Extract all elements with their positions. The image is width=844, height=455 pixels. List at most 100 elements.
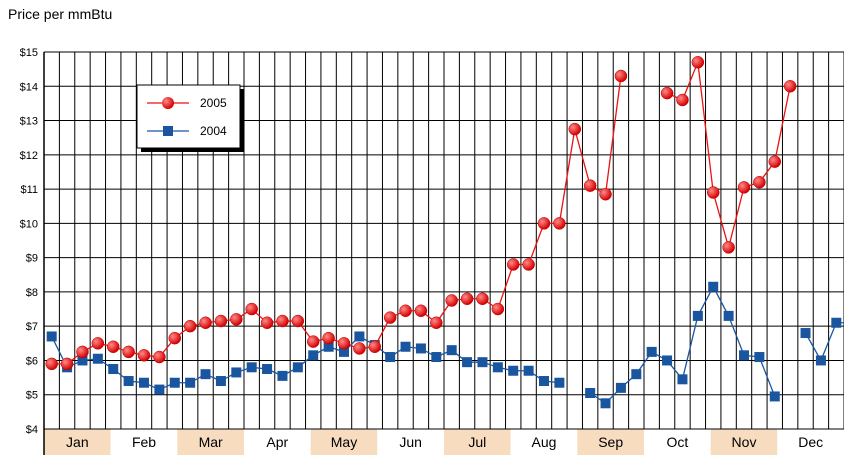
data-point-2004 <box>462 357 473 368</box>
series-2005 <box>45 56 797 371</box>
data-point-2005 <box>553 217 566 230</box>
data-point-2005 <box>45 357 58 371</box>
month-band <box>177 429 244 455</box>
x-month-label: Aug <box>532 434 557 450</box>
data-point-2004 <box>108 364 119 375</box>
data-point-2004 <box>277 370 288 381</box>
data-point-2005 <box>522 258 535 271</box>
data-point-2005 <box>583 179 597 192</box>
data-point-2004 <box>600 398 611 409</box>
data-point-2005 <box>153 350 166 364</box>
data-point-2005 <box>691 56 705 69</box>
month-band <box>444 429 511 455</box>
data-point-2005 <box>568 122 582 136</box>
y-tick-label: $15 <box>20 47 38 59</box>
data-point-2004 <box>231 367 242 378</box>
data-point-2005 <box>91 337 105 350</box>
data-point-2005 <box>353 342 366 355</box>
data-point-2004 <box>415 343 426 354</box>
data-point-2004 <box>431 352 442 363</box>
data-point-2004 <box>77 355 88 366</box>
y-tick-label: $10 <box>20 218 38 230</box>
series-layer <box>45 56 844 409</box>
series-2004 <box>46 281 844 409</box>
data-point-2004 <box>292 362 303 373</box>
data-point-2004 <box>554 377 565 388</box>
legend-marker-circle <box>162 97 174 109</box>
data-point-2005 <box>706 186 720 199</box>
y-tick-label: $11 <box>20 184 38 196</box>
data-point-2004 <box>769 391 780 402</box>
data-point-2005 <box>722 241 735 254</box>
month-band <box>244 429 311 455</box>
data-point-2004 <box>323 341 334 352</box>
y-tick-label: $5 <box>26 390 38 402</box>
month-band <box>377 429 444 455</box>
data-point-2004 <box>815 355 826 366</box>
data-point-2005 <box>491 302 505 316</box>
data-point-2004 <box>662 355 673 366</box>
data-point-2005 <box>676 93 689 107</box>
data-point-2005 <box>168 331 182 345</box>
x-month-label: Nov <box>732 434 757 450</box>
month-bands <box>44 429 844 455</box>
x-month-label: Mar <box>199 434 223 450</box>
data-point-2005 <box>260 316 274 330</box>
data-point-2005 <box>399 304 412 318</box>
y-tick-label: $8 <box>26 287 38 299</box>
month-band <box>510 429 578 455</box>
data-point-2004 <box>692 310 703 321</box>
data-point-2004 <box>477 357 488 368</box>
x-month-label: Feb <box>132 434 156 450</box>
data-point-2005 <box>753 175 766 189</box>
data-point-2004 <box>646 346 657 357</box>
data-point-2005 <box>368 340 382 353</box>
data-point-2004 <box>123 376 134 387</box>
legend-label: 2004 <box>200 124 227 138</box>
month-band <box>577 429 644 455</box>
y-tick-label: $13 <box>20 116 38 128</box>
legend-box <box>136 84 241 149</box>
data-point-2004 <box>631 369 642 380</box>
data-point-2004 <box>92 353 103 364</box>
series-line-2004 <box>51 335 560 391</box>
data-point-2005 <box>245 302 258 316</box>
month-band <box>777 429 844 455</box>
data-point-2004 <box>354 331 365 342</box>
month-band <box>110 429 178 455</box>
data-point-2005 <box>60 357 74 371</box>
data-point-2004 <box>446 345 457 356</box>
month-band <box>310 429 378 455</box>
data-point-2005 <box>660 86 674 100</box>
data-point-2004 <box>739 350 749 361</box>
data-point-2004 <box>215 376 226 387</box>
legend-entry: 2005 <box>147 96 227 110</box>
x-month-label: Jul <box>468 434 486 450</box>
legend-entry: 2004 <box>147 124 227 138</box>
legend: 2005 2004 <box>136 84 244 152</box>
chart-title: Price per mmBtu <box>8 6 113 22</box>
data-point-2005 <box>599 187 612 201</box>
data-point-2005 <box>614 69 628 83</box>
data-point-2004 <box>385 352 396 363</box>
x-month-label: Jun <box>399 434 422 450</box>
data-point-2005 <box>137 349 151 362</box>
data-point-2005 <box>183 319 197 333</box>
data-point-2004 <box>169 377 180 388</box>
x-month-label: Sep <box>598 434 623 450</box>
data-point-2005 <box>199 316 212 330</box>
x-month-label: May <box>331 434 357 450</box>
data-point-2004 <box>308 350 319 361</box>
data-point-2004 <box>262 364 273 375</box>
data-point-2005 <box>337 337 351 350</box>
legend-label: 2005 <box>200 96 227 110</box>
data-point-2004 <box>615 382 626 393</box>
data-point-2005 <box>460 292 474 306</box>
x-month-label: Oct <box>666 434 688 450</box>
data-point-2005 <box>76 345 89 359</box>
data-point-2004 <box>246 362 257 373</box>
data-point-2004 <box>508 365 519 376</box>
data-point-2004 <box>831 317 842 328</box>
y-tick-label: $6 <box>26 355 38 367</box>
